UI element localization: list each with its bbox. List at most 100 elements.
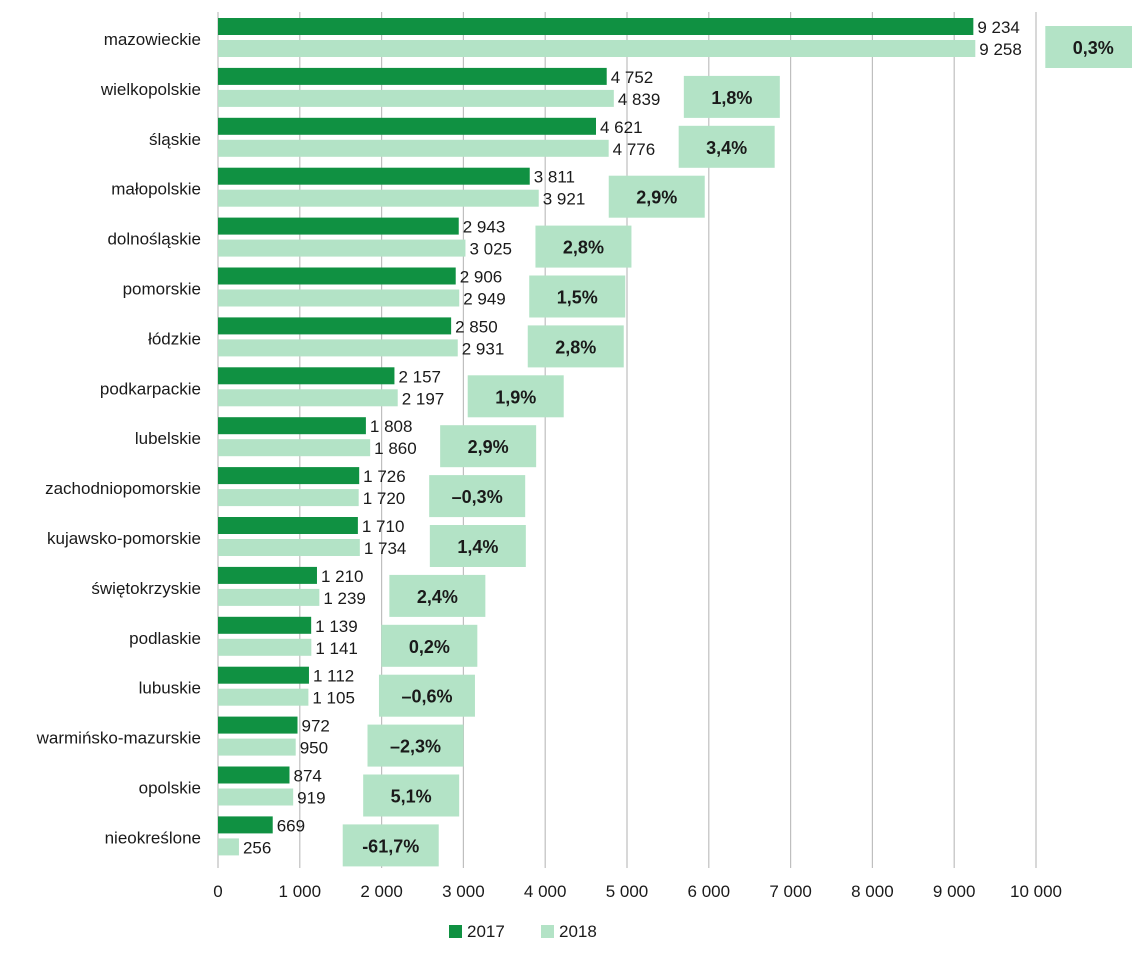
- change-box: [678, 125, 775, 168]
- change-box: [429, 475, 526, 518]
- bar-2018: [218, 189, 539, 207]
- labels: mazowieckie 0,3% 9 234 9 258 wielkopolskie 1,…: [36, 18, 1114, 857]
- x-axis: 0 1 000 2 000 3 000 4 000 5 000 6 000 7 000 8 00…: [213, 882, 1062, 901]
- bar-2017: [218, 517, 358, 534]
- value-label-2018: 1 239: [323, 589, 366, 608]
- change-box: [363, 774, 460, 817]
- value-label-2018: 1 734: [364, 539, 407, 558]
- change-box: [608, 175, 705, 218]
- change-label: -61,7%: [362, 836, 419, 856]
- legend-swatch-2018: [541, 925, 554, 938]
- change-label: 3,4%: [706, 138, 747, 158]
- change-box: [378, 674, 475, 717]
- x-tick-label: 6 000: [688, 882, 731, 901]
- bar-2018: [218, 439, 371, 457]
- value-label-2017: 1 210: [321, 567, 364, 586]
- bar-2018: [218, 539, 360, 556]
- bar-2017: [218, 417, 366, 435]
- bar-2017: [218, 117, 596, 135]
- category-label: nieokreślone: [105, 828, 201, 847]
- category-label: podkarpackie: [100, 379, 201, 398]
- value-label-2017: 1 808: [370, 417, 413, 436]
- category-label: łódzkie: [148, 329, 201, 348]
- value-label-2018: 1 720: [363, 489, 406, 508]
- category-label: warmińsko-mazurskie: [36, 729, 201, 748]
- change-boxes: [342, 26, 1132, 867]
- x-tick-label: 5 000: [606, 882, 649, 901]
- x-tick-label: 4 000: [524, 882, 567, 901]
- change-box: [529, 275, 626, 318]
- bar-2018: [218, 588, 320, 606]
- bar-2017: [218, 716, 298, 734]
- category-label: podlaskie: [129, 629, 201, 648]
- value-label-2017: 2 943: [463, 218, 506, 237]
- legend: 2017 2018: [449, 922, 597, 941]
- legend-swatch-2017: [449, 925, 462, 938]
- bar-2017: [218, 217, 459, 235]
- category-label: kujawsko-pomorskie: [47, 529, 201, 548]
- value-label-2017: 1 710: [362, 517, 405, 536]
- bar-2018: [218, 489, 359, 507]
- value-label-2018: 3 025: [469, 240, 512, 259]
- bar-2018: [218, 339, 458, 357]
- change-label: –0,3%: [452, 487, 503, 507]
- category-label: śląskie: [149, 130, 201, 149]
- legend-label-2017: 2017: [467, 922, 505, 941]
- value-label-2017: 3 811: [534, 168, 575, 187]
- value-label-2018: 1 141: [315, 639, 358, 658]
- bar-2017: [218, 766, 290, 784]
- value-label-2017: 4 621: [600, 118, 643, 137]
- bar-2018: [218, 239, 466, 257]
- bar-2018: [218, 89, 614, 107]
- change-box: [440, 425, 537, 468]
- bar-2017: [218, 467, 360, 485]
- value-label-2017: 1 726: [363, 467, 406, 486]
- change-label: 2,4%: [417, 587, 458, 607]
- bar-2017: [218, 67, 607, 85]
- bar-2017: [218, 566, 317, 584]
- category-label: lubelskie: [135, 429, 201, 448]
- x-tick-label: 9 000: [933, 882, 976, 901]
- x-tick-label: 7 000: [769, 882, 812, 901]
- x-tick-label: 3 000: [442, 882, 485, 901]
- value-label-2017: 1 112: [313, 667, 354, 686]
- bar-2018: [218, 838, 239, 856]
- change-label: 1,5%: [557, 288, 598, 308]
- x-tick-label: 0: [213, 882, 222, 901]
- category-label: opolskie: [139, 779, 201, 798]
- value-label-2018: 950: [300, 739, 328, 758]
- change-box: [429, 525, 526, 567]
- value-label-2018: 2 931: [462, 339, 505, 358]
- value-label-2018: 1 105: [312, 689, 355, 708]
- change-label: 1,9%: [495, 387, 536, 407]
- change-box: [1045, 26, 1132, 68]
- bar-2017: [218, 816, 273, 834]
- change-label: –0,6%: [401, 687, 452, 707]
- bar-2018: [218, 788, 294, 806]
- value-label-2018: 2 197: [402, 389, 445, 408]
- value-label-2018: 4 776: [613, 140, 656, 159]
- category-label: wielkopolskie: [100, 80, 201, 99]
- bar-2018: [218, 40, 976, 57]
- legend-label-2018: 2018: [559, 922, 597, 941]
- x-tick-label: 1 000: [279, 882, 322, 901]
- bar-2017: [218, 18, 974, 35]
- value-label-2018: 1 860: [374, 439, 417, 458]
- change-box: [389, 574, 486, 617]
- x-tick-label: 10 000: [1010, 882, 1062, 901]
- value-label-2017: 972: [302, 717, 330, 736]
- bar-2017: [218, 167, 530, 185]
- bar-2017: [218, 267, 456, 285]
- change-label: 2,9%: [636, 188, 677, 208]
- bar-2017: [218, 666, 309, 684]
- change-box: [683, 75, 780, 118]
- change-box: [527, 325, 624, 368]
- category-label: małopolskie: [111, 180, 201, 199]
- value-label-2017: 2 906: [460, 268, 503, 287]
- value-label-2018: 4 839: [618, 90, 661, 109]
- x-tick-label: 8 000: [851, 882, 894, 901]
- bar-2017: [218, 616, 312, 634]
- value-label-2017: 1 139: [315, 617, 358, 636]
- category-label: mazowieckie: [104, 30, 201, 49]
